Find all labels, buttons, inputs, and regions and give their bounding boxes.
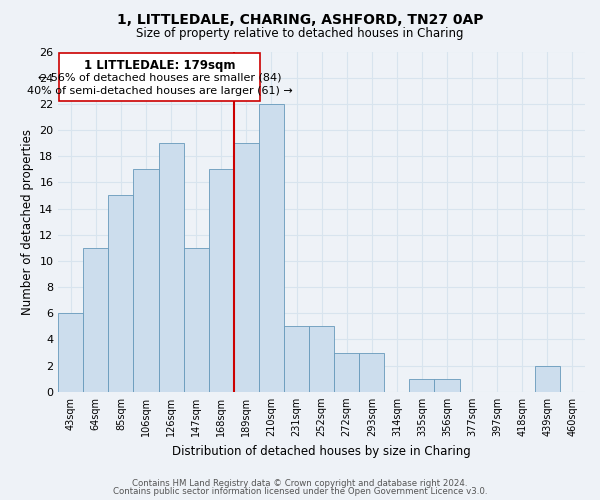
Bar <box>359 352 385 392</box>
FancyBboxPatch shape <box>59 54 260 101</box>
Bar <box>184 248 209 392</box>
X-axis label: Distribution of detached houses by size in Charing: Distribution of detached houses by size … <box>172 444 471 458</box>
Bar <box>309 326 334 392</box>
Bar <box>234 143 259 392</box>
Bar <box>434 378 460 392</box>
Text: 40% of semi-detached houses are larger (61) →: 40% of semi-detached houses are larger (… <box>27 86 293 96</box>
Bar <box>209 170 234 392</box>
Text: Contains HM Land Registry data © Crown copyright and database right 2024.: Contains HM Land Registry data © Crown c… <box>132 478 468 488</box>
Bar <box>409 378 434 392</box>
Text: Size of property relative to detached houses in Charing: Size of property relative to detached ho… <box>136 28 464 40</box>
Bar <box>535 366 560 392</box>
Bar <box>133 170 158 392</box>
Bar <box>83 248 109 392</box>
Text: 1, LITTLEDALE, CHARING, ASHFORD, TN27 0AP: 1, LITTLEDALE, CHARING, ASHFORD, TN27 0A… <box>117 12 483 26</box>
Bar <box>284 326 309 392</box>
Text: 1 LITTLEDALE: 179sqm: 1 LITTLEDALE: 179sqm <box>84 58 236 71</box>
Y-axis label: Number of detached properties: Number of detached properties <box>20 128 34 314</box>
Bar <box>158 143 184 392</box>
Text: ← 56% of detached houses are smaller (84): ← 56% of detached houses are smaller (84… <box>38 72 281 83</box>
Bar <box>58 314 83 392</box>
Bar <box>334 352 359 392</box>
Bar <box>259 104 284 392</box>
Bar <box>109 196 133 392</box>
Text: Contains public sector information licensed under the Open Government Licence v3: Contains public sector information licen… <box>113 487 487 496</box>
